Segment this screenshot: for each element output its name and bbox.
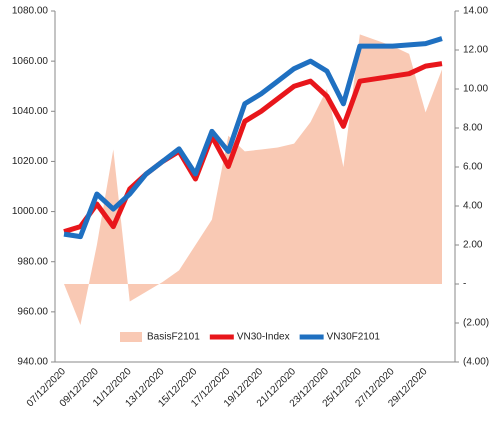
y-tick-label: 1020.00 (12, 156, 49, 167)
y2-tick-label: - (463, 279, 466, 290)
area-layer (64, 34, 442, 325)
line (63, 36, 443, 240)
legend-label: VN30-Index (237, 332, 290, 343)
y-tick-label: 1040.00 (12, 106, 49, 117)
y2-tick-label: 14.00 (463, 6, 488, 17)
y2-tick-label: 4.00 (463, 201, 483, 212)
y-tick-label: 1060.00 (12, 56, 49, 67)
y2-tick-label: (2.00) (463, 318, 489, 329)
y-tick-label: 940.00 (17, 357, 48, 368)
legend-swatch (120, 332, 142, 342)
legend-label: BasisF2101 (147, 332, 200, 343)
y-tick-label: 1080.00 (12, 6, 49, 17)
y2-tick-label: (4.00) (463, 357, 489, 368)
legend-label: VN30F2101 (327, 332, 381, 343)
y2-tick-label: 10.00 (463, 84, 488, 95)
y-tick-label: 1000.00 (12, 206, 49, 217)
y-tick-label: 980.00 (17, 256, 48, 267)
y-tick-label: 960.00 (17, 306, 48, 317)
area (64, 34, 442, 325)
y2-tick-label: 6.00 (463, 162, 483, 173)
line-layer (63, 36, 443, 240)
y2-tick-label: 8.00 (463, 123, 483, 134)
y2-tick-label: 12.00 (463, 45, 488, 56)
y2-tick-label: 2.00 (463, 240, 483, 251)
